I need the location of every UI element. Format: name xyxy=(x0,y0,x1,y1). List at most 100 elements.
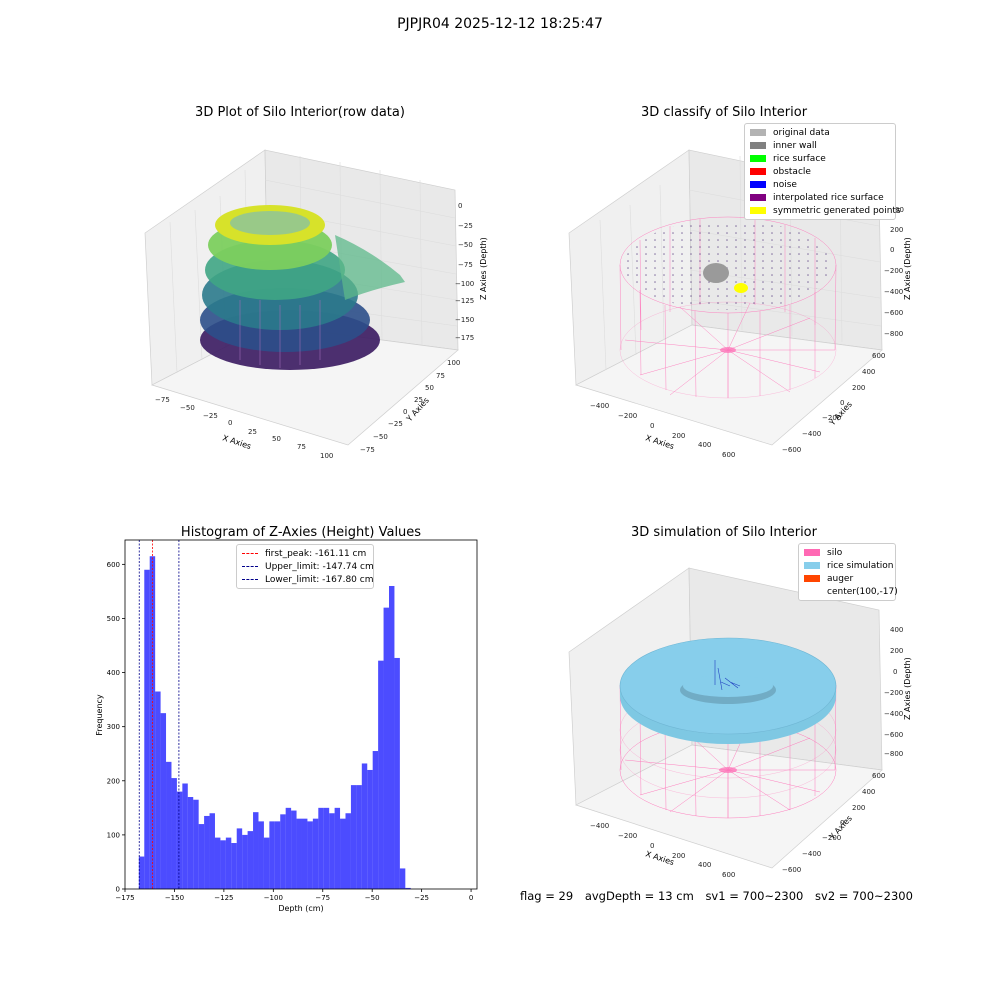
hist-bar xyxy=(182,783,188,889)
svg-text:−200: −200 xyxy=(822,414,841,422)
hist-bar xyxy=(399,868,406,889)
hist-bar xyxy=(307,821,313,889)
hist-legend: first_peak: -161.11 cm Upper_limit: -147… xyxy=(236,544,374,589)
sim-rice-surface xyxy=(619,637,837,744)
svg-text:50: 50 xyxy=(272,435,281,443)
svg-text:200: 200 xyxy=(852,384,865,392)
hist-x-tick-label: −75 xyxy=(315,894,330,902)
classify-surface-dots xyxy=(624,220,832,310)
svg-text:600: 600 xyxy=(872,772,885,780)
hist-bar xyxy=(323,807,330,889)
svg-text:25: 25 xyxy=(414,396,423,404)
swatch xyxy=(750,207,766,214)
svg-text:−75: −75 xyxy=(360,446,375,454)
hist-x-tick-label: −100 xyxy=(264,894,283,902)
svg-text:400: 400 xyxy=(698,441,711,449)
svg-text:−400: −400 xyxy=(802,850,821,858)
legend-item-inner-wall: inner wall xyxy=(750,139,890,152)
sv2-value: sv2 = 700~2300 xyxy=(815,889,913,903)
hist-bar xyxy=(171,778,177,889)
svg-text:−400: −400 xyxy=(590,822,609,830)
svg-text:0: 0 xyxy=(840,819,844,827)
svg-text:200: 200 xyxy=(852,804,865,812)
classify-original-data-cluster xyxy=(703,263,729,283)
svg-text:−400: −400 xyxy=(884,710,903,718)
svg-text:−600: −600 xyxy=(884,309,903,317)
hist-bar xyxy=(263,837,270,889)
swatch xyxy=(804,562,820,569)
legend-item-silo: silo xyxy=(804,546,890,559)
swatch xyxy=(750,168,766,175)
status-line: flag = 29 avgDepth = 13 cm sv1 = 700~230… xyxy=(520,889,921,903)
classify-3d-plot: 3D classify of Silo Interior −400 −200 0… xyxy=(568,105,912,459)
legend-item-obstacle: obstacle xyxy=(750,165,890,178)
svg-text:−200: −200 xyxy=(822,834,841,842)
swatch xyxy=(242,553,258,554)
svg-text:75: 75 xyxy=(436,372,445,380)
swatch xyxy=(750,155,766,162)
hist-bar xyxy=(247,831,254,889)
depth-histogram: Histogram of Z-Axies (Height) Values −17… xyxy=(95,525,478,913)
hist-bar xyxy=(405,887,411,889)
hist-bar xyxy=(383,607,389,889)
svg-text:−25: −25 xyxy=(203,412,218,420)
svg-text:−200: −200 xyxy=(884,689,903,697)
hist-x-tick-label: −50 xyxy=(365,894,380,902)
svg-text:400: 400 xyxy=(890,626,903,634)
sim-plot-xlabel: X Axies xyxy=(644,849,675,867)
svg-text:−75: −75 xyxy=(155,396,170,404)
hist-bar xyxy=(361,763,368,889)
hist-bar xyxy=(296,818,302,889)
hist-y-tick-label: 600 xyxy=(107,561,120,569)
svg-text:−800: −800 xyxy=(884,750,903,758)
swatch xyxy=(804,588,820,595)
svg-text:−600: −600 xyxy=(782,866,801,874)
hist-bar xyxy=(329,813,335,889)
legend-item-interpolated: interpolated rice surface xyxy=(750,191,890,204)
hist-bar xyxy=(236,828,243,889)
hist-y-tick-label: 0 xyxy=(116,886,120,894)
raw-plot-ticks: −75 −50 −25 0 25 50 75 100 100 75 50 25 … xyxy=(155,202,474,460)
sim-silo-center xyxy=(719,767,737,773)
legend-item-symmetric: symmetric generated points xyxy=(750,204,901,217)
legend-item-lower-limit: Lower_limit: -167.80 cm xyxy=(242,573,373,586)
hist-x-tick-label: −125 xyxy=(214,894,233,902)
hist-bar xyxy=(160,713,167,889)
classify-plot-ticks: −400 −200 0 200 400 600 600 400 200 0 −2… xyxy=(590,206,904,459)
svg-text:−150: −150 xyxy=(455,316,474,324)
hist-y-tick-label: 500 xyxy=(107,615,120,623)
classify-legend: original data inner wall rice surface ob… xyxy=(744,123,901,220)
svg-text:600: 600 xyxy=(872,352,885,360)
classify-plot-zlabel: Z Axies (Depth) xyxy=(903,237,912,300)
classify-plot-title: 3D classify of Silo Interior xyxy=(641,105,808,120)
raw-3d-plot: 3D Plot of Silo Interior(row data) −75 −… xyxy=(144,105,488,460)
hist-bar xyxy=(372,751,379,889)
hist-bar xyxy=(334,807,341,889)
svg-text:200: 200 xyxy=(890,647,903,655)
swatch xyxy=(804,575,820,582)
raw-plot-cloud xyxy=(200,205,405,370)
classify-symmetric-cluster xyxy=(734,283,748,293)
swatch xyxy=(750,181,766,188)
hist-bar xyxy=(269,821,275,889)
svg-text:−50: −50 xyxy=(180,404,195,412)
svg-text:50: 50 xyxy=(425,384,434,392)
hist-bar xyxy=(258,821,264,889)
sim-plot-ticks: −400 −200 0 200 400 600 600 400 200 0 −2… xyxy=(590,626,903,879)
svg-text:−25: −25 xyxy=(388,420,403,428)
svg-text:−400: −400 xyxy=(884,288,903,296)
svg-text:600: 600 xyxy=(722,871,735,879)
raw-plot-zlabel: Z Axies (Depth) xyxy=(479,237,488,300)
simulation-3d-plot: 3D simulation of Silo Interior −400 −200… xyxy=(568,525,912,879)
legend-item-rice-simulation: rice simulation xyxy=(804,559,893,572)
hist-bar xyxy=(220,840,226,889)
hist-bar xyxy=(214,837,221,889)
svg-text:−100: −100 xyxy=(455,280,474,288)
hist-bar xyxy=(253,812,259,889)
svg-text:0: 0 xyxy=(403,408,407,416)
hist-bar xyxy=(204,815,210,889)
svg-text:0: 0 xyxy=(650,422,654,430)
hist-bar xyxy=(144,569,150,889)
hist-bar xyxy=(176,791,183,889)
hist-bar xyxy=(187,797,194,889)
